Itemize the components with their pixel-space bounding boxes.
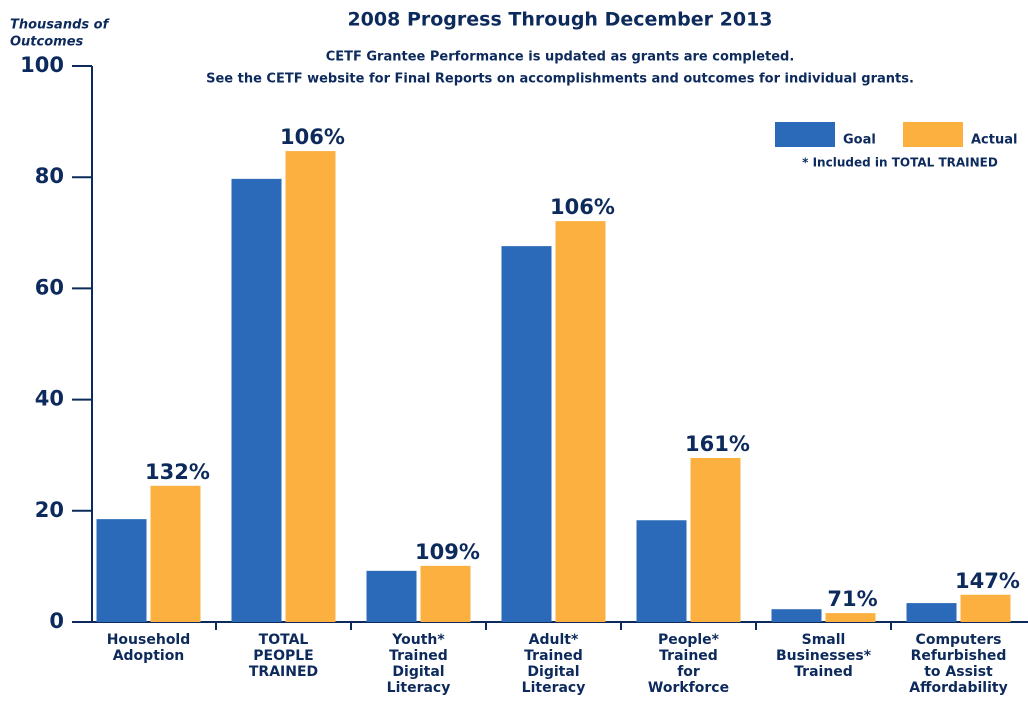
y-tick-label: 60 [35, 275, 64, 299]
annotation: 147% [955, 569, 1020, 593]
x-tick-label: Digital [527, 664, 579, 680]
bar [150, 485, 201, 622]
annotation: 106% [280, 125, 345, 149]
x-tick-label: Trained [389, 648, 448, 664]
x-tick-label: Literacy [522, 680, 586, 696]
bar [420, 565, 471, 622]
bar [231, 178, 282, 623]
x-tick-label: Computers [916, 632, 1002, 648]
bar [771, 609, 822, 622]
annotation: 71% [827, 587, 877, 611]
x-tick-label: Workforce [648, 680, 729, 696]
bar [285, 151, 336, 622]
subtitle: CETF Grantee Performance is updated as g… [326, 50, 795, 65]
x-tick-label: TRAINED [249, 664, 318, 680]
x-tick-label: Adoption [113, 648, 185, 664]
subtitle: See the CETF website for Final Reports o… [206, 72, 914, 87]
y-tick-label: 80 [35, 164, 64, 188]
x-tick-label: People* [658, 632, 720, 648]
annotation: 161% [685, 432, 750, 456]
chart-title: 2008 Progress Through December 2013 [347, 9, 772, 31]
y-tick-label: 0 [49, 609, 64, 633]
legend-label: Actual [971, 133, 1017, 148]
bar [690, 457, 741, 622]
legend-note: * Included in TOTAL TRAINED [802, 156, 998, 170]
legend-swatch [775, 122, 835, 147]
bar [366, 570, 417, 622]
y-axis-title: Outcomes [10, 35, 84, 50]
annotation: 106% [550, 195, 615, 219]
y-tick-label: 20 [35, 498, 64, 522]
x-tick-label: Household [107, 632, 191, 648]
bar [555, 221, 606, 622]
legend-swatch [903, 122, 963, 147]
x-tick-label: Trained [659, 648, 718, 664]
annotation: 132% [145, 460, 210, 484]
x-tick-label: Digital [392, 664, 444, 680]
bar [906, 603, 957, 622]
y-tick-label: 100 [20, 53, 64, 77]
annotation: 109% [415, 540, 480, 564]
x-tick-label: Adult* [529, 632, 579, 648]
x-tick-label: Small [802, 632, 846, 648]
bar [825, 613, 876, 622]
x-tick-label: for [677, 664, 700, 680]
x-tick-label: Trained [524, 648, 583, 664]
x-tick-label: Businesses* [776, 648, 872, 664]
y-axis-title: Thousands of [10, 18, 111, 33]
x-tick-label: Youth* [391, 632, 445, 648]
x-tick-label: PEOPLE [253, 648, 313, 664]
x-tick-label: Trained [794, 664, 853, 680]
legend-label: Goal [843, 133, 876, 148]
x-tick-label: Refurbished [911, 648, 1007, 664]
x-tick-label: to Assist [924, 664, 993, 680]
bar [960, 594, 1011, 622]
x-tick-label: TOTAL [259, 632, 309, 648]
x-tick-label: Literacy [387, 680, 451, 696]
bar [96, 519, 147, 622]
bar [636, 520, 687, 622]
x-tick-label: Affordability [909, 680, 1007, 696]
bar [501, 246, 552, 623]
y-tick-label: 40 [35, 387, 64, 411]
